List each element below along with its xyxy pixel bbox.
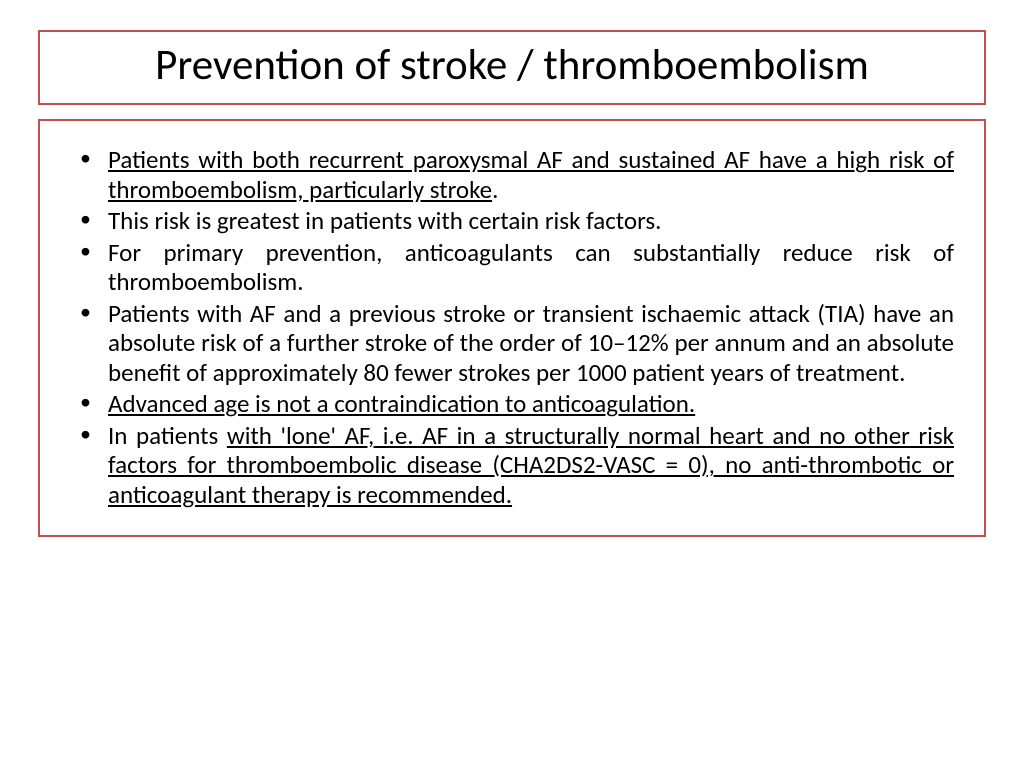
bullet-item: Patients with both recurrent paroxysmal … [70, 145, 954, 204]
bullet-item: Patients with AF and a previous stroke o… [70, 299, 954, 388]
bullet-text-segment: This risk is greatest in patients with c… [108, 205, 661, 236]
title-box: Prevention of stroke / thromboembolism [38, 30, 986, 105]
content-box: Patients with both recurrent paroxysmal … [38, 119, 986, 537]
bullet-text-segment: with 'lone' AF, i.e. AF in a structurall… [108, 420, 954, 510]
bullet-text-segment: Advanced age is not a contraindication t… [108, 388, 695, 419]
bullet-item: Advanced age is not a contraindication t… [70, 389, 954, 419]
bullet-item: For primary prevention, anticoagulants c… [70, 238, 954, 297]
bullet-item: In patients with 'lone' AF, i.e. AF in a… [70, 421, 954, 510]
slide-title: Prevention of stroke / thromboembolism [60, 40, 964, 89]
bullet-text-segment: Patients with AF and a previous stroke o… [108, 298, 954, 388]
bullet-text-segment: . [492, 174, 498, 205]
bullet-text-segment: In patients [108, 420, 227, 451]
bullet-item: This risk is greatest in patients with c… [70, 206, 954, 236]
bullet-list: Patients with both recurrent paroxysmal … [70, 145, 954, 509]
bullet-text-segment: Patients with both recurrent paroxysmal … [108, 144, 954, 205]
bullet-text-segment: For primary prevention, anticoagulants c… [108, 237, 954, 298]
